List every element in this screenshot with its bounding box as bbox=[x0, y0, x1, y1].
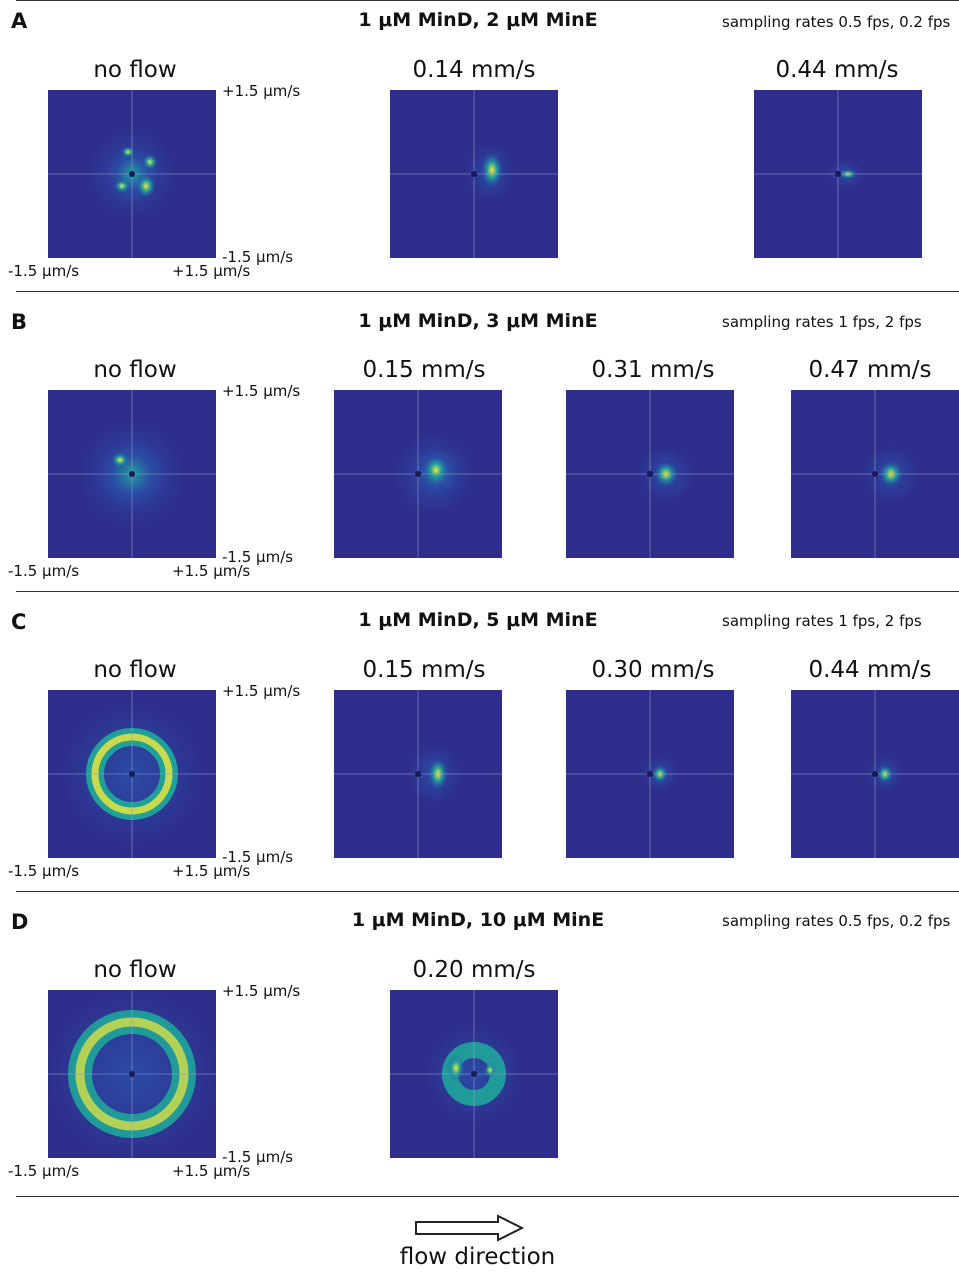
heatmap-c3 bbox=[566, 690, 734, 858]
map-b2-label: 0.15 mm/s bbox=[362, 357, 486, 383]
panel-divider bbox=[16, 591, 959, 592]
heatmap-d1 bbox=[48, 990, 216, 1158]
heatmap-d2 bbox=[390, 990, 558, 1158]
panel-a-title: 1 μM MinD, 2 μM MinE bbox=[358, 9, 598, 31]
map-c3-label: 0.30 mm/s bbox=[591, 657, 715, 683]
panel-letter-d: D bbox=[11, 910, 29, 934]
panel-b-sampling-rates: sampling rates 1 fps, 2 fps bbox=[722, 313, 922, 331]
heatmap-b2 bbox=[334, 390, 502, 558]
panel-c-sampling-rates: sampling rates 1 fps, 2 fps bbox=[722, 612, 922, 630]
x-tick-left: -1.5 μm/s bbox=[8, 562, 80, 580]
x-tick-left: -1.5 μm/s bbox=[8, 1162, 80, 1180]
map-c4-label: 0.44 mm/s bbox=[808, 657, 932, 683]
panel-divider bbox=[16, 1196, 959, 1197]
panel-divider bbox=[16, 891, 959, 892]
panel-d-sampling-rates: sampling rates 0.5 fps, 0.2 fps bbox=[722, 912, 951, 930]
map-d1-label: no flow bbox=[93, 957, 177, 983]
y-tick-top: +1.5 μm/s bbox=[222, 982, 301, 1000]
map-c2-label: 0.15 mm/s bbox=[362, 657, 486, 683]
map-a2-label: 0.14 mm/s bbox=[412, 57, 536, 83]
panel-letter-b: B bbox=[11, 310, 28, 334]
x-tick-right: +1.5 μm/s bbox=[172, 1162, 251, 1180]
panel-letter-a: A bbox=[11, 9, 28, 33]
panel-letter-c: C bbox=[11, 610, 27, 634]
y-tick-top: +1.5 μm/s bbox=[222, 682, 301, 700]
map-c1-label: no flow bbox=[93, 657, 177, 683]
heatmap-b3 bbox=[566, 390, 734, 558]
heatmap-a1 bbox=[48, 90, 216, 258]
panel-b-title: 1 μM MinD, 3 μM MinE bbox=[358, 310, 598, 332]
x-tick-right: +1.5 μm/s bbox=[172, 862, 251, 880]
heatmap-b4 bbox=[791, 390, 959, 558]
map-a3-label: 0.44 mm/s bbox=[775, 57, 899, 83]
panel-d-title: 1 μM MinD, 10 μM MinE bbox=[351, 909, 605, 931]
heatmap-b1 bbox=[48, 390, 216, 558]
flow-arrow-icon bbox=[415, 1214, 525, 1242]
y-tick-top: +1.5 μm/s bbox=[222, 382, 301, 400]
x-tick-right: +1.5 μm/s bbox=[172, 562, 251, 580]
map-b4-label: 0.47 mm/s bbox=[808, 357, 932, 383]
flow-direction-label: flow direction bbox=[399, 1244, 556, 1270]
x-tick-right: +1.5 μm/s bbox=[172, 262, 251, 280]
map-d2-label: 0.20 mm/s bbox=[412, 957, 536, 983]
panel-divider bbox=[16, 291, 959, 292]
panel-c-title: 1 μM MinD, 5 μM MinE bbox=[358, 609, 598, 631]
map-b1-label: no flow bbox=[93, 357, 177, 383]
panel-divider bbox=[16, 0, 959, 1]
y-tick-bottom: -1.5 μm/s bbox=[222, 548, 294, 566]
y-tick-top: +1.5 μm/s bbox=[222, 82, 301, 100]
heatmap-c1 bbox=[48, 690, 216, 858]
y-tick-bottom: -1.5 μm/s bbox=[222, 848, 294, 866]
map-a1-label: no flow bbox=[93, 57, 177, 83]
heatmap-a2 bbox=[390, 90, 558, 258]
heatmap-c4 bbox=[791, 690, 959, 858]
heatmap-a3 bbox=[754, 90, 922, 258]
y-tick-bottom: -1.5 μm/s bbox=[222, 1148, 294, 1166]
y-tick-bottom: -1.5 μm/s bbox=[222, 248, 294, 266]
map-b3-label: 0.31 mm/s bbox=[591, 357, 715, 383]
x-tick-left: -1.5 μm/s bbox=[8, 262, 80, 280]
heatmap-c2 bbox=[334, 690, 502, 858]
x-tick-left: -1.5 μm/s bbox=[8, 862, 80, 880]
panel-a-sampling-rates: sampling rates 0.5 fps, 0.2 fps bbox=[722, 13, 951, 31]
